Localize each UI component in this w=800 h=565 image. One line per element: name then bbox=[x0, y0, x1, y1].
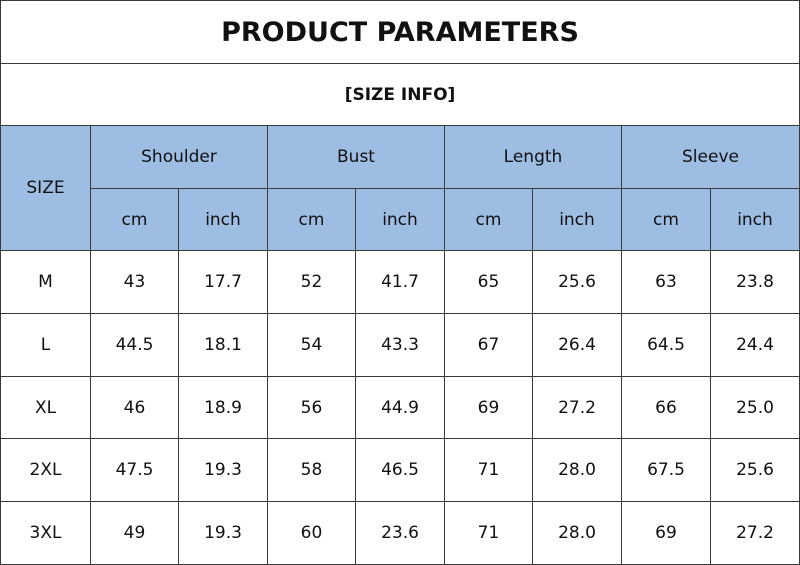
table-cell: 58 bbox=[267, 438, 356, 502]
group-header: Sleeve bbox=[621, 125, 800, 189]
table-cell: 24.4 bbox=[710, 313, 800, 377]
table-cell: 63 bbox=[621, 250, 711, 314]
unit-header: inch bbox=[710, 188, 800, 251]
unit-header: cm bbox=[444, 188, 533, 251]
table-cell: 67 bbox=[444, 313, 533, 377]
table-cell: 67.5 bbox=[621, 438, 711, 502]
table-cell: 25.0 bbox=[710, 376, 800, 439]
size-label: XL bbox=[0, 376, 91, 439]
unit-header: cm bbox=[621, 188, 711, 251]
table-cell: 17.7 bbox=[178, 250, 268, 314]
unit-header: cm bbox=[267, 188, 356, 251]
table-cell: 54 bbox=[267, 313, 356, 377]
table-cell: 71 bbox=[444, 438, 533, 502]
table-cell: 66 bbox=[621, 376, 711, 439]
table-cell: 44.5 bbox=[90, 313, 179, 377]
table-cell: 71 bbox=[444, 501, 533, 565]
table-cell: 60 bbox=[267, 501, 356, 565]
table-cell: 56 bbox=[267, 376, 356, 439]
table-cell: 49 bbox=[90, 501, 179, 565]
table-cell: 27.2 bbox=[532, 376, 622, 439]
table-cell: 27.2 bbox=[710, 501, 800, 565]
table-cell: 65 bbox=[444, 250, 533, 314]
table-cell: 46.5 bbox=[355, 438, 445, 502]
group-header: Bust bbox=[267, 125, 445, 189]
unit-header: inch bbox=[178, 188, 268, 251]
table-cell: 28.0 bbox=[532, 501, 622, 565]
title: PRODUCT PARAMETERS bbox=[0, 0, 800, 64]
table-cell: 23.6 bbox=[355, 501, 445, 565]
table-cell: 69 bbox=[621, 501, 711, 565]
table-cell: 43.3 bbox=[355, 313, 445, 377]
table-cell: 18.9 bbox=[178, 376, 268, 439]
table-cell: 69 bbox=[444, 376, 533, 439]
table-cell: 19.3 bbox=[178, 501, 268, 565]
size-label: M bbox=[0, 250, 91, 314]
subtitle: [SIZE INFO] bbox=[0, 63, 800, 126]
table-cell: 19.3 bbox=[178, 438, 268, 502]
table-cell: 28.0 bbox=[532, 438, 622, 502]
table-cell: 44.9 bbox=[355, 376, 445, 439]
unit-header: inch bbox=[532, 188, 622, 251]
unit-header: cm bbox=[90, 188, 179, 251]
table-cell: 46 bbox=[90, 376, 179, 439]
size-label: L bbox=[0, 313, 91, 377]
table-cell: 23.8 bbox=[710, 250, 800, 314]
table-cell: 25.6 bbox=[710, 438, 800, 502]
size-label: 3XL bbox=[0, 501, 91, 565]
table-cell: 26.4 bbox=[532, 313, 622, 377]
unit-header: inch bbox=[355, 188, 445, 251]
table-cell: 25.6 bbox=[532, 250, 622, 314]
table-cell: 64.5 bbox=[621, 313, 711, 377]
group-header: Length bbox=[444, 125, 622, 189]
table-cell: 43 bbox=[90, 250, 179, 314]
table-cell: 41.7 bbox=[355, 250, 445, 314]
size-label: 2XL bbox=[0, 438, 91, 502]
table-cell: 18.1 bbox=[178, 313, 268, 377]
group-header: Shoulder bbox=[90, 125, 268, 189]
table-cell: 52 bbox=[267, 250, 356, 314]
size-header: SIZE bbox=[0, 125, 91, 251]
table-cell: 47.5 bbox=[90, 438, 179, 502]
